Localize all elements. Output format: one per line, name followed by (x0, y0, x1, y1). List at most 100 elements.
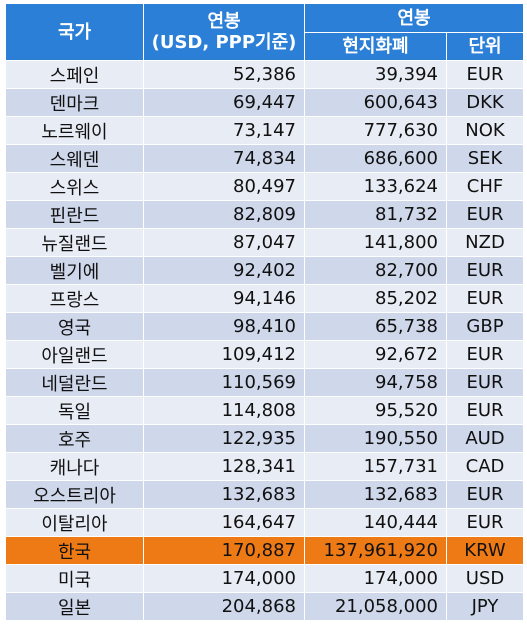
unit-cell: EUR (446, 480, 524, 509)
salary-usd-cell: 74,834 (143, 144, 305, 173)
salary-usd-cell: 204,868 (143, 592, 305, 621)
salary-usd-cell: 98,410 (143, 312, 305, 341)
unit-cell: EUR (446, 368, 524, 397)
unit-cell: CAD (446, 452, 524, 481)
table-row: 아일랜드 109,412 92,672 EUR (5, 340, 524, 369)
unit-cell: NOK (446, 116, 524, 145)
table-row: 뉴질랜드 87,047 141,800 NZD (5, 228, 524, 257)
local-currency-cell: 174,000 (304, 564, 447, 593)
salary-usd-cell: 87,047 (143, 228, 305, 257)
local-currency-cell: 95,520 (304, 396, 447, 425)
table-header: 국가 연봉 (USD, PPP기준) 연봉 현지화폐 단위 (5, 3, 524, 61)
country-cell: 프랑스 (5, 284, 144, 313)
salary-usd-cell: 164,647 (143, 508, 305, 537)
table-row: 독일 114,808 95,520 EUR (5, 396, 524, 425)
country-cell: 벨기에 (5, 256, 144, 285)
salary-usd-cell: 69,447 (143, 88, 305, 117)
country-cell: 아일랜드 (5, 340, 144, 369)
salary-usd-cell: 82,809 (143, 200, 305, 229)
salary-usd-cell: 132,683 (143, 480, 305, 509)
local-currency-cell: 137,961,920 (304, 536, 447, 565)
header-salary-group: 연봉 (304, 3, 524, 33)
unit-cell: EUR (446, 340, 524, 369)
local-currency-cell: 132,683 (304, 480, 447, 509)
unit-cell: CHF (446, 172, 524, 201)
local-currency-cell: 92,672 (304, 340, 447, 369)
local-currency-cell: 21,058,000 (304, 592, 447, 621)
local-currency-cell: 65,738 (304, 312, 447, 341)
local-currency-cell: 157,731 (304, 452, 447, 481)
country-cell: 한국 (5, 536, 144, 565)
unit-cell: DKK (446, 88, 524, 117)
unit-cell: NZD (446, 228, 524, 257)
table-row: 일본 204,868 21,058,000 JPY (5, 592, 524, 621)
unit-cell: EUR (446, 200, 524, 229)
salary-usd-cell: 52,386 (143, 60, 305, 89)
salary-usd-cell: 94,146 (143, 284, 305, 313)
unit-cell: EUR (446, 396, 524, 425)
header-unit: 단위 (446, 32, 524, 61)
country-cell: 독일 (5, 396, 144, 425)
country-cell: 호주 (5, 424, 144, 453)
country-cell: 스웨덴 (5, 144, 144, 173)
table-row: 덴마크 69,447 600,643 DKK (5, 88, 524, 117)
table-row: 프랑스 94,146 85,202 EUR (5, 284, 524, 313)
salary-usd-cell: 92,402 (143, 256, 305, 285)
salary-table: 국가 연봉 (USD, PPP기준) 연봉 현지화폐 단위 스페인 52,386 3… (5, 3, 524, 621)
salary-usd-cell: 109,412 (143, 340, 305, 369)
country-cell: 영국 (5, 312, 144, 341)
header-local-currency: 현지화폐 (304, 32, 447, 61)
salary-usd-cell: 170,887 (143, 536, 305, 565)
table-row: 오스트리아 132,683 132,683 EUR (5, 480, 524, 509)
salary-usd-cell: 73,147 (143, 116, 305, 145)
header-salary-usd-line2: (USD, PPP기준) (151, 32, 297, 53)
country-cell: 일본 (5, 592, 144, 621)
header-salary-usd-line1: 연봉 (207, 11, 241, 32)
table-body: 스페인 52,386 39,394 EUR 덴마크 69,447 600,643 DKK 노르웨… (5, 60, 524, 621)
table-row: 스위스 80,497 133,624 CHF (5, 172, 524, 201)
table-row: 영국 98,410 65,738 GBP (5, 312, 524, 341)
local-currency-cell: 140,444 (304, 508, 447, 537)
header-country: 국가 (5, 3, 144, 61)
salary-usd-cell: 122,935 (143, 424, 305, 453)
table-row: 벨기에 92,402 82,700 EUR (5, 256, 524, 285)
local-currency-cell: 686,600 (304, 144, 447, 173)
country-cell: 스페인 (5, 60, 144, 89)
header-salary-usd: 연봉 (USD, PPP기준) (143, 3, 305, 61)
unit-cell: SEK (446, 144, 524, 173)
local-currency-cell: 141,800 (304, 228, 447, 257)
local-currency-cell: 39,394 (304, 60, 447, 89)
salary-usd-cell: 128,341 (143, 452, 305, 481)
country-cell: 오스트리아 (5, 480, 144, 509)
local-currency-cell: 777,630 (304, 116, 447, 145)
table-row: 스페인 52,386 39,394 EUR (5, 60, 524, 89)
local-currency-cell: 82,700 (304, 256, 447, 285)
country-cell: 이탈리아 (5, 508, 144, 537)
country-cell: 미국 (5, 564, 144, 593)
unit-cell: AUD (446, 424, 524, 453)
country-cell: 네덜란드 (5, 368, 144, 397)
local-currency-cell: 81,732 (304, 200, 447, 229)
unit-cell: JPY (446, 592, 524, 621)
table-row: 미국 174,000 174,000 USD (5, 564, 524, 593)
local-currency-cell: 600,643 (304, 88, 447, 117)
table-row: 캐나다 128,341 157,731 CAD (5, 452, 524, 481)
unit-cell: EUR (446, 60, 524, 89)
country-cell: 노르웨이 (5, 116, 144, 145)
table-row: 한국 170,887 137,961,920 KRW (5, 536, 524, 565)
unit-cell: USD (446, 564, 524, 593)
local-currency-cell: 94,758 (304, 368, 447, 397)
table-row: 노르웨이 73,147 777,630 NOK (5, 116, 524, 145)
table-row: 스웨덴 74,834 686,600 SEK (5, 144, 524, 173)
country-cell: 뉴질랜드 (5, 228, 144, 257)
table-row: 이탈리아 164,647 140,444 EUR (5, 508, 524, 537)
unit-cell: EUR (446, 508, 524, 537)
unit-cell: EUR (446, 284, 524, 313)
country-cell: 덴마크 (5, 88, 144, 117)
salary-usd-cell: 110,569 (143, 368, 305, 397)
salary-usd-cell: 174,000 (143, 564, 305, 593)
unit-cell: GBP (446, 312, 524, 341)
table-row: 네덜란드 110,569 94,758 EUR (5, 368, 524, 397)
table-row: 핀란드 82,809 81,732 EUR (5, 200, 524, 229)
table-row: 호주 122,935 190,550 AUD (5, 424, 524, 453)
